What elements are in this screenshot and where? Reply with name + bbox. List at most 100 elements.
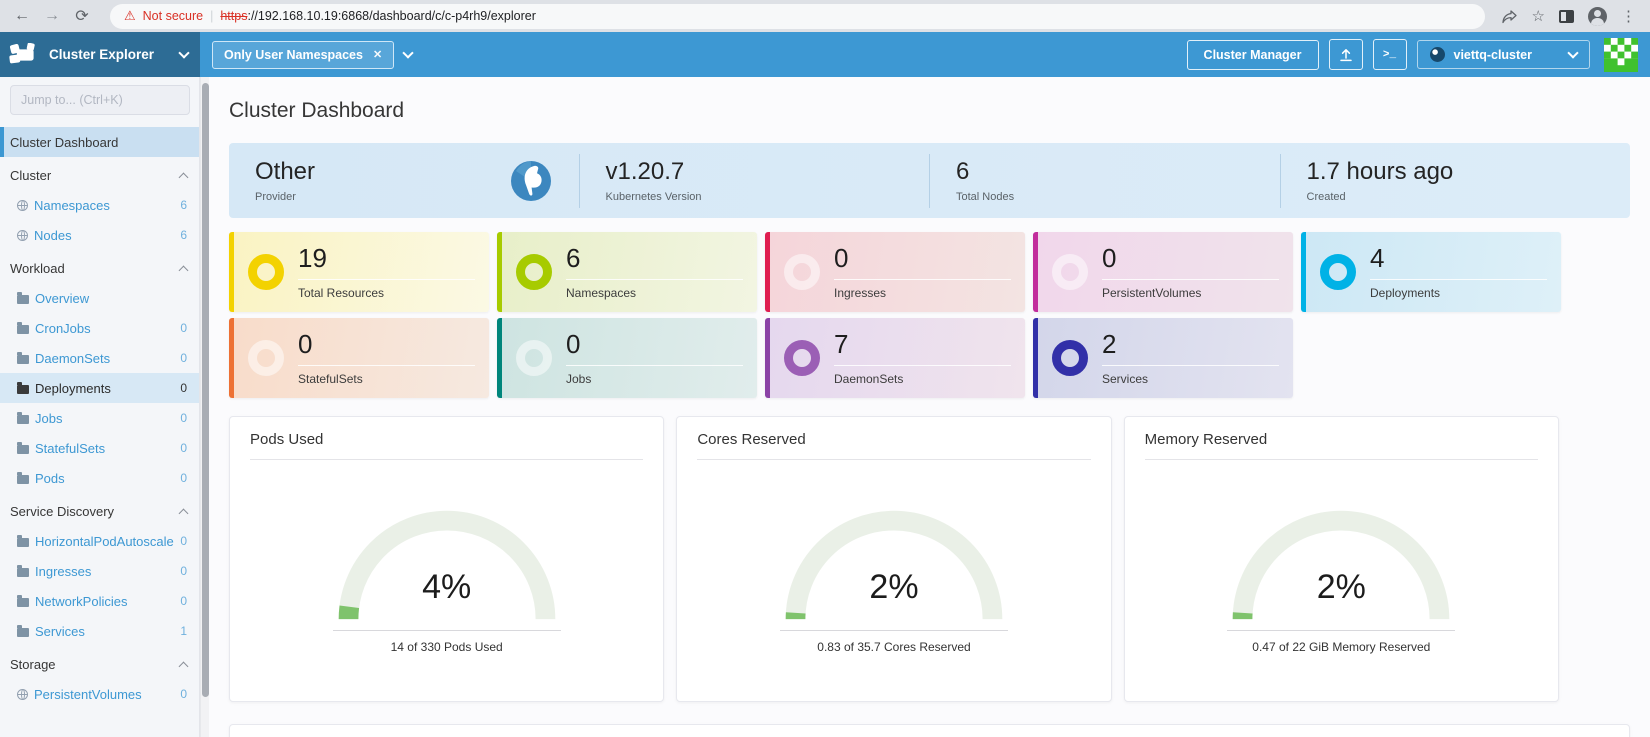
sidebar-item-count: 0 [180, 321, 187, 335]
sidebar-item-label: Storage [10, 656, 56, 672]
sidebar-item[interactable]: Services 1 [0, 616, 199, 646]
sidebar-scrollbar[interactable] [200, 77, 209, 737]
sidebar-item-label: Workload [10, 260, 65, 276]
not-secure-label[interactable]: Not secure [142, 9, 204, 23]
sidebar-item[interactable]: Nodes 6 [0, 220, 199, 250]
info-cell: v1.20.7 Kubernetes Version [578, 153, 930, 208]
menu-dots-icon[interactable]: ⋮ [1621, 8, 1636, 25]
sidebar-item[interactable]: Ingresses 0 [0, 556, 199, 586]
import-yaml-button[interactable] [1328, 39, 1363, 70]
gauge: 2% [769, 496, 1019, 624]
url-protocol-struck: https [220, 9, 248, 23]
sidebar-item[interactable]: Workload [0, 253, 199, 283]
ring-icon [1052, 254, 1088, 290]
sidebar-item[interactable]: Jobs 0 [0, 403, 199, 433]
tile-body: 0 Ingresses [834, 245, 1011, 300]
gauge-divider [332, 630, 561, 631]
item-icon [17, 688, 28, 700]
sidebar-item-count: 0 [180, 411, 187, 425]
tile-count: 4 [1370, 245, 1547, 280]
cluster-icon [1429, 47, 1445, 62]
back-icon[interactable]: ← [14, 7, 30, 24]
sidebar-item-count: 0 [180, 471, 187, 485]
resource-tile[interactable]: 0 PersistentVolumes [1033, 232, 1293, 312]
sidebar-item[interactable]: Overview [0, 283, 199, 313]
ring-icon [1052, 340, 1088, 376]
cluster-selector[interactable]: viettq-cluster [1416, 40, 1590, 69]
item-icon [17, 382, 29, 394]
forward-icon[interactable]: → [44, 7, 60, 24]
user-avatar[interactable] [1604, 37, 1638, 72]
resource-tile[interactable]: 0 StatefulSets [229, 318, 489, 398]
sidebar-item-count: 1 [180, 624, 187, 638]
sidebar-item[interactable]: Deployments 0 [0, 373, 199, 403]
item-icon [17, 442, 29, 454]
ring-icon [1320, 254, 1356, 290]
collapse-chevron-icon[interactable] [178, 661, 189, 671]
ring-icon [248, 340, 284, 376]
resource-tile[interactable]: 7 DaemonSets [765, 318, 1025, 398]
side-panel-icon[interactable] [1559, 9, 1574, 23]
sidebar-item[interactable]: CronJobs 0 [0, 313, 199, 343]
resource-tile[interactable]: 4 Deployments [1301, 232, 1561, 312]
sidebar-item[interactable]: Namespaces 6 [0, 190, 199, 220]
sidebar-item-label: NetworkPolicies [35, 593, 128, 609]
resource-tile[interactable]: 0 Ingresses [765, 232, 1025, 312]
resource-tile[interactable]: 6 Namespaces [497, 232, 757, 312]
warning-icon[interactable]: ⚠ [124, 8, 136, 23]
scrollbar-thumb[interactable] [202, 83, 209, 697]
share-icon[interactable] [1501, 9, 1518, 24]
collapse-chevron-icon[interactable] [178, 265, 189, 275]
gauge-cards: Pods Used 4% 14 of 330 Pods Used Cores R… [229, 416, 1559, 702]
tile-body: 19 Total Resources [298, 245, 475, 300]
item-icon [17, 625, 29, 637]
next-card-stub [229, 724, 1630, 737]
sidebar: Cluster Dashboard Cluster Namespaces 6 N… [0, 77, 200, 737]
ring-icon [248, 254, 284, 290]
sidebar-item[interactable]: Pods 0 [0, 463, 199, 493]
sidebar-item[interactable]: NetworkPolicies 0 [0, 586, 199, 616]
sidebar-item[interactable]: DaemonSets 0 [0, 343, 199, 373]
resource-tile[interactable]: 2 Services [1033, 318, 1293, 398]
browser-profile-icon[interactable] [1588, 6, 1607, 26]
sidebar-item[interactable]: Storage [0, 649, 199, 679]
sidebar-item[interactable]: HorizontalPodAutoscalers 0 [0, 526, 199, 556]
tile-label: DaemonSets [834, 371, 904, 386]
reload-icon[interactable]: ⟳ [75, 8, 89, 25]
sidebar-item[interactable]: Service Discovery [0, 496, 199, 526]
close-icon[interactable]: ✕ [372, 49, 383, 61]
sidebar-item-label: DaemonSets [35, 350, 111, 366]
tile-label: StatefulSets [298, 371, 363, 386]
resource-tile[interactable]: 0 Jobs [497, 318, 757, 398]
jump-to-input[interactable] [10, 85, 190, 115]
item-icon [17, 352, 29, 364]
resource-tile[interactable]: 19 Total Resources [229, 232, 489, 312]
sidebar-item[interactable]: Cluster [0, 160, 199, 190]
collapse-chevron-icon[interactable] [178, 508, 189, 518]
tile-label: PersistentVolumes [1102, 285, 1202, 300]
tile-label: Namespaces [566, 285, 637, 300]
info-label: Created [1306, 191, 1346, 203]
sidebar-item-label: Services [35, 623, 85, 639]
sidebar-item[interactable]: PersistentVolumes 0 [0, 679, 199, 709]
address-bar[interactable]: ⚠ Not secure | https://192.168.10.19:686… [110, 3, 1485, 29]
collapse-chevron-icon[interactable] [178, 172, 189, 182]
namespace-filter-chip[interactable]: Only User Namespaces ✕ [212, 40, 395, 69]
item-icon [17, 229, 28, 241]
sidebar-item[interactable]: StatefulSets 0 [0, 433, 199, 463]
tile-label: Services [1102, 371, 1149, 386]
divider [1144, 459, 1538, 460]
tile-body: 4 Deployments [1370, 245, 1547, 300]
product-switcher[interactable]: Cluster Explorer [0, 32, 200, 77]
sidebar-item-label: Namespaces [34, 197, 110, 213]
sidebar-item[interactable]: Cluster Dashboard [0, 127, 199, 157]
cluster-manager-button[interactable]: Cluster Manager [1186, 39, 1319, 70]
info-cell: Other Provider [229, 154, 579, 208]
info-label: Provider [255, 191, 296, 203]
kubectl-shell-button[interactable]: >_ [1372, 39, 1407, 70]
bookmark-star-icon[interactable]: ☆ [1531, 8, 1545, 25]
chevron-down-icon[interactable] [178, 46, 190, 59]
sidebar-item-label: Ingresses [35, 563, 92, 579]
namespace-filter-chevron-icon[interactable] [402, 46, 414, 59]
header-main: Only User Namespaces ✕ Cluster Manager >… [200, 32, 1650, 77]
